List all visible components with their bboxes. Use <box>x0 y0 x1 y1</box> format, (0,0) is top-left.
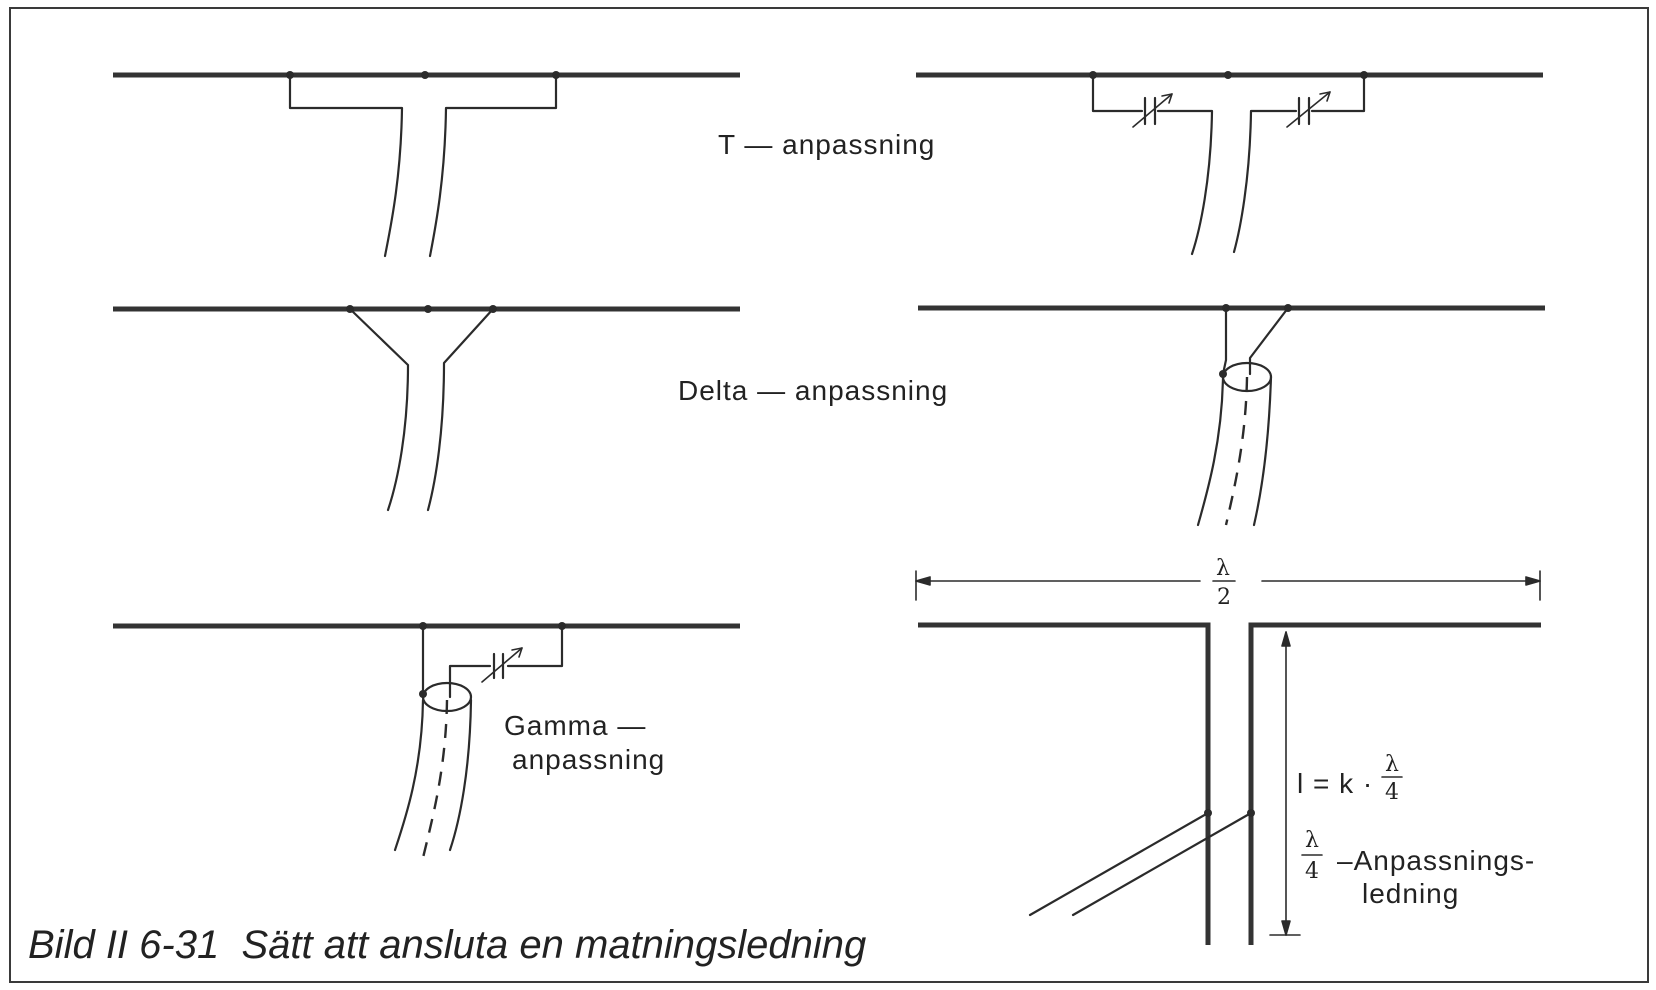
delta-coax-diagram <box>918 304 1545 527</box>
variable-capacitor-icon <box>1286 91 1331 128</box>
stub-match-diagram <box>915 570 1541 945</box>
t-match-label: T — anpassning <box>718 129 935 160</box>
stub-quarter-numerator: λ <box>1305 828 1319 853</box>
stub-label-line1: –Anpassnings- <box>1337 845 1535 876</box>
variable-capacitor-icon <box>1132 93 1173 128</box>
variable-capacitor-icon <box>481 647 523 683</box>
delta-match-diagram <box>113 305 740 512</box>
stub-label-line2: ledning <box>1362 878 1459 909</box>
stub-quarter-denominator: 4 <box>1305 859 1319 884</box>
gamma-match-diagram <box>113 622 740 863</box>
t-match-capacitor-diagram <box>916 71 1543 256</box>
gamma-label-line1: Gamma — <box>504 710 646 741</box>
length-formula: l = k · <box>1297 768 1373 799</box>
figure-frame <box>9 7 1649 983</box>
half-wave-denominator: 2 <box>1217 585 1231 610</box>
delta-match-label: Delta — anpassning <box>678 375 948 406</box>
quarter-numerator: λ <box>1385 752 1399 777</box>
half-wave-numerator: λ <box>1216 556 1230 581</box>
quarter-denominator: 4 <box>1385 780 1399 805</box>
gamma-label-line2: anpassning <box>512 744 665 775</box>
t-match-diagram <box>113 71 740 258</box>
figure-caption: Bild II 6-31 Sätt att ansluta en matning… <box>28 923 866 967</box>
